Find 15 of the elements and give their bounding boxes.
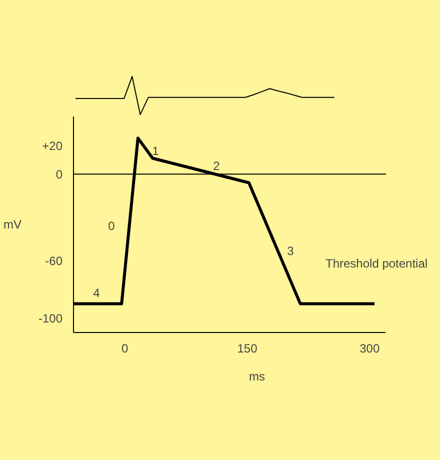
y-tick-label: -60: [45, 254, 63, 268]
x-axis-title: ms: [249, 370, 265, 384]
annotation: 1: [152, 144, 160, 158]
y-axis-title: mV: [3, 218, 22, 232]
x-tick-label: 300: [360, 342, 380, 356]
y-tick-label: +20: [42, 138, 63, 153]
x-tick-label: 0: [122, 342, 129, 356]
annotation: Threshold potential: [326, 256, 428, 270]
annotation: 0: [108, 219, 116, 233]
annotation: 3: [287, 244, 294, 258]
annotation: 4: [93, 286, 100, 300]
y-tick-label: 0: [56, 168, 63, 182]
y-tick-label: -100: [38, 312, 63, 326]
annotation: 2: [213, 159, 220, 173]
x-tick-label: 150: [237, 342, 258, 356]
